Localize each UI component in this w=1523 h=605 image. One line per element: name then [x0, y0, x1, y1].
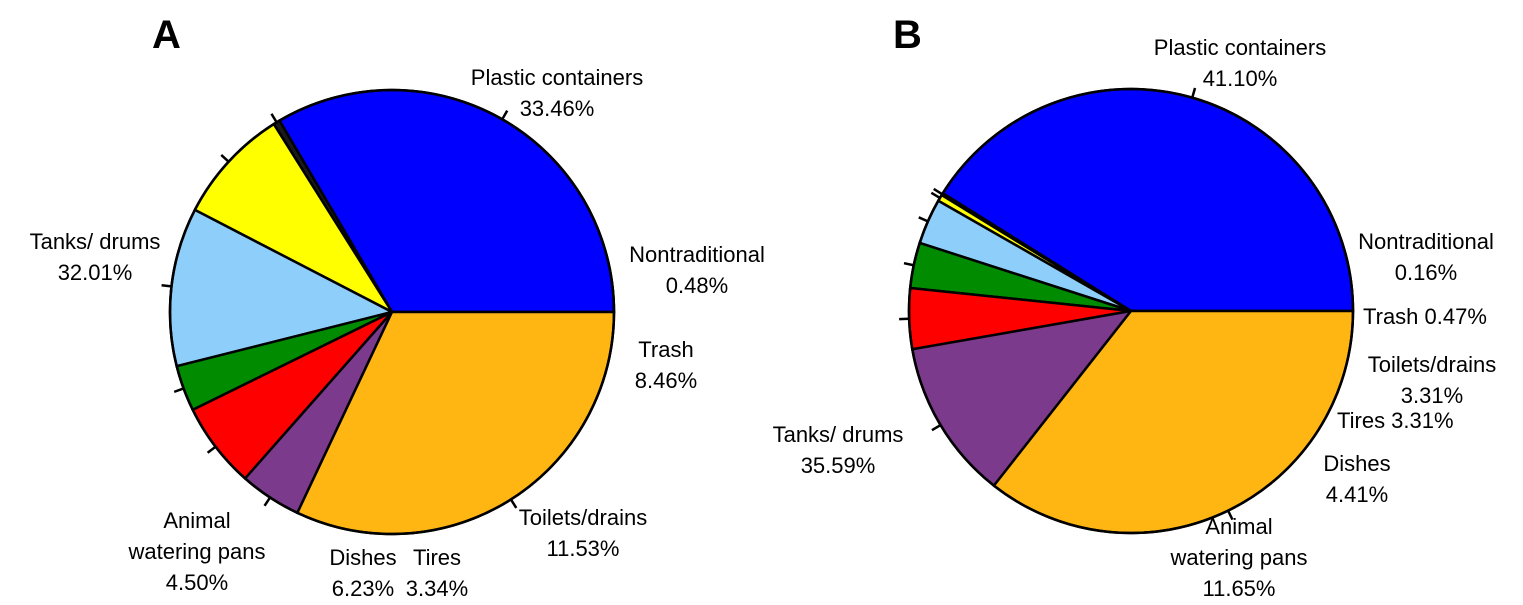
tick-trash: [220, 154, 230, 163]
tick-toilets-drains: [161, 283, 172, 288]
label-line: Dishes: [1323, 451, 1390, 476]
label-toilets-drains: Toilets/drains 11.53%: [519, 505, 647, 561]
label-plastic-containers: Plastic containers 41.10%: [1154, 35, 1326, 91]
label-line: 32.01%: [58, 260, 133, 285]
tick-tanks-drums: [1226, 510, 1234, 521]
pie-panel-a: Plastic containers 33.46% Nontraditional 0.…: [30, 13, 765, 601]
label-line: Trash 0.47%: [1363, 304, 1487, 329]
label-line: 4.50%: [166, 570, 228, 595]
tick-dishes: [206, 445, 217, 454]
label-plastic-containers: Plastic containers 33.46%: [471, 65, 643, 121]
label-line: 33.46%: [520, 96, 595, 121]
tick-plastic-containers: [501, 110, 509, 120]
label-line: 0.48%: [666, 273, 728, 298]
label-nontraditional: Nontraditional 0.16%: [1358, 229, 1494, 285]
pie-panel-b: Plastic containers 41.10% Nontraditional 0.…: [773, 13, 1497, 601]
label-line: Animal: [163, 508, 230, 533]
panel-label: A: [152, 13, 181, 57]
label-line: 3.34%: [406, 576, 468, 601]
label-line: 0.16%: [1395, 260, 1457, 285]
label-line: Dishes: [329, 545, 396, 570]
label-trash: Trash 0.47%: [1363, 304, 1487, 329]
label-dishes: Dishes 4.41%: [1323, 451, 1390, 507]
pie-outline: [907, 87, 1355, 535]
label-line: 41.10%: [1203, 66, 1278, 91]
tick-trash: [930, 191, 941, 200]
tick-plastic-containers: [1191, 87, 1197, 98]
label-line: Tires: [413, 545, 461, 570]
tick-animal-watering-pans: [263, 496, 272, 507]
label-line: 3.31%: [1401, 383, 1463, 408]
tick-nontraditional: [270, 113, 278, 123]
label-animal-watering-pans: Animal watering pans 11.65%: [1170, 514, 1308, 601]
label-line: Tanks/ drums: [773, 422, 904, 447]
label-line: 11.65%: [1203, 576, 1276, 601]
label-line: Plastic containers: [1154, 35, 1326, 60]
label-line: Trash: [638, 337, 693, 362]
label-line: Tires 3.31%: [1337, 408, 1454, 433]
label-line: 6.23%: [332, 576, 394, 601]
tick-nontraditional: [933, 187, 943, 196]
label-line: 35.59%: [801, 453, 876, 478]
label-dishes: Dishes 6.23%: [329, 545, 396, 601]
label-line: Nontraditional: [1358, 229, 1494, 254]
label-tires: Tires 3.31%: [1337, 408, 1454, 433]
label-line: 11.53%: [547, 536, 620, 561]
label-line: 8.46%: [635, 368, 697, 393]
label-line: watering pans: [1170, 545, 1308, 570]
label-nontraditional: Nontraditional 0.48%: [629, 242, 765, 298]
tick-tires: [173, 387, 185, 394]
label-animal-watering-pans: Animal watering pans 4.50%: [128, 508, 266, 595]
label-line: Animal: [1205, 514, 1272, 539]
tick-toilets-drains: [918, 216, 929, 223]
label-tanks-drums: Tanks/ drums 32.01%: [30, 229, 161, 285]
panel-label: B: [893, 13, 922, 57]
label-line: Plastic containers: [471, 65, 643, 90]
label-line: watering pans: [128, 539, 266, 564]
pie-outline: [168, 88, 616, 536]
label-tanks-drums: Tanks/ drums 35.59%: [773, 422, 904, 478]
tick-tires: [903, 261, 915, 267]
label-line: Toilets/drains: [1368, 352, 1496, 377]
tick-tanks-drums: [509, 498, 518, 509]
label-line: Nontraditional: [629, 242, 765, 267]
label-line: Toilets/drains: [519, 505, 647, 530]
label-toilets-drains: Toilets/drains 3.31%: [1368, 352, 1496, 408]
label-line: Tanks/ drums: [30, 229, 161, 254]
label-trash: Trash 8.46%: [635, 337, 697, 393]
label-tires: Tires 3.34%: [406, 545, 468, 601]
label-line: 4.41%: [1326, 482, 1388, 507]
tick-animal-watering-pans: [931, 423, 942, 432]
